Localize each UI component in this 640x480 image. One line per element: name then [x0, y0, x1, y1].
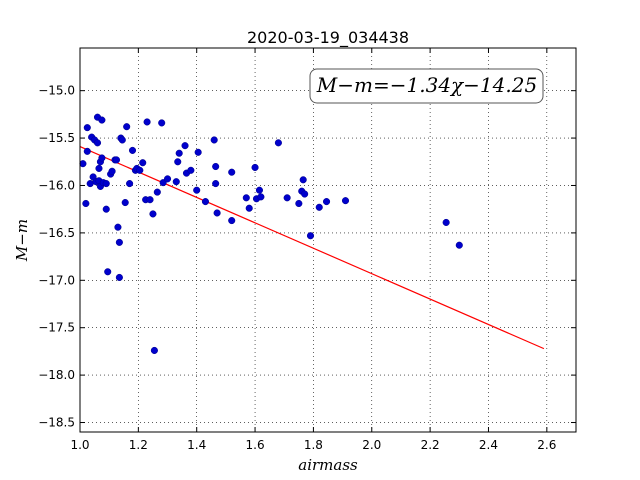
fit-line-layer	[79, 146, 545, 350]
data-point	[115, 273, 123, 282]
data-point	[212, 180, 220, 188]
fit-equation-box: M−m=−1.34χ−14.25	[309, 68, 544, 104]
grid-lines	[79, 48, 576, 432]
data-point	[194, 148, 202, 156]
data-point	[83, 147, 91, 155]
data-point	[82, 199, 90, 208]
data-point	[83, 124, 91, 132]
x-axis-ticks: 1.0 1.2 1.4 1.6 1.8 2.0 2.2 2.4 2.6	[70, 48, 556, 452]
data-point	[306, 232, 315, 240]
data-point	[201, 198, 210, 206]
data-point	[158, 119, 166, 127]
y-tick-label: −18.0	[38, 368, 75, 382]
data-point	[98, 154, 106, 162]
data-point	[98, 116, 106, 124]
data-point	[79, 160, 87, 168]
data-point	[181, 142, 189, 150]
data-point	[143, 118, 151, 126]
data-point	[136, 166, 144, 174]
data-point	[175, 149, 183, 157]
y-tick-label: −16.5	[38, 226, 75, 240]
data-point	[242, 194, 250, 202]
data-point	[118, 136, 126, 144]
y-tick-label: −16.0	[38, 178, 75, 192]
data-point	[174, 158, 182, 166]
data-point	[274, 139, 282, 147]
data-point	[442, 218, 450, 227]
data-point	[93, 139, 102, 147]
data-point	[257, 193, 265, 201]
data-point	[114, 223, 122, 231]
data-point	[251, 163, 259, 172]
data-point	[245, 204, 253, 212]
x-tick-label: 1.2	[129, 438, 148, 452]
data-point	[295, 199, 303, 208]
data-point	[123, 123, 131, 131]
plot-frame	[79, 47, 577, 433]
x-tick-label: 2.2	[421, 438, 440, 452]
x-tick-label: 2.4	[479, 438, 498, 452]
data-point	[315, 203, 323, 211]
data-point	[95, 164, 103, 172]
data-point	[163, 175, 172, 183]
data-point	[228, 217, 236, 225]
data-point	[212, 162, 220, 171]
y-axis-ticks: −15.0 −15.5 −16.0 −16.5 −17.0 −17.5 −18.0 −18.5	[38, 84, 576, 430]
x-tick-label: 2.6	[537, 438, 556, 452]
x-tick-label: 1.6	[246, 438, 265, 452]
plot-area	[80, 48, 576, 432]
x-tick-label: 1.0	[70, 438, 89, 452]
data-point	[193, 186, 201, 194]
x-tick-label: 1.4	[187, 438, 206, 452]
fit-equation-text: M−m=−1.34χ−14.25	[316, 73, 537, 97]
y-tick-label: −18.5	[38, 416, 75, 430]
data-point	[301, 190, 309, 198]
data-point	[139, 159, 147, 167]
data-point	[299, 176, 307, 184]
data-point	[153, 188, 161, 196]
x-tick-label: 2.0	[362, 438, 381, 452]
data-point	[128, 146, 137, 154]
data-point	[228, 168, 236, 176]
data-point	[210, 136, 218, 144]
data-point	[115, 238, 123, 246]
data-point	[150, 346, 158, 355]
data-point	[455, 241, 463, 249]
data-point	[255, 186, 263, 194]
y-tick-label: −17.0	[38, 273, 75, 287]
y-tick-label: −15.5	[38, 131, 75, 145]
data-point	[102, 180, 110, 188]
data-point	[283, 194, 291, 202]
data-point	[112, 156, 121, 164]
data-point	[102, 205, 110, 213]
y-axis-label: M−m	[13, 219, 31, 262]
fit-equation-frame	[309, 68, 544, 104]
chart-title: 2020-03-19_034438	[247, 28, 409, 48]
scatter-points	[79, 113, 463, 355]
data-point	[104, 268, 112, 276]
data-point	[126, 180, 134, 188]
data-point	[146, 196, 154, 204]
x-axis-label: airmass	[298, 456, 358, 474]
data-point	[213, 209, 221, 217]
fit-line	[79, 146, 545, 350]
data-point	[341, 197, 350, 205]
data-point	[149, 210, 157, 218]
data-point	[172, 178, 180, 186]
x-tick-label: 1.8	[304, 438, 323, 452]
data-point	[322, 198, 331, 206]
y-tick-label: −17.5	[38, 321, 75, 335]
data-point	[108, 167, 116, 175]
y-tick-label: −15.0	[38, 84, 75, 98]
data-point	[187, 166, 195, 174]
data-point	[121, 198, 129, 207]
